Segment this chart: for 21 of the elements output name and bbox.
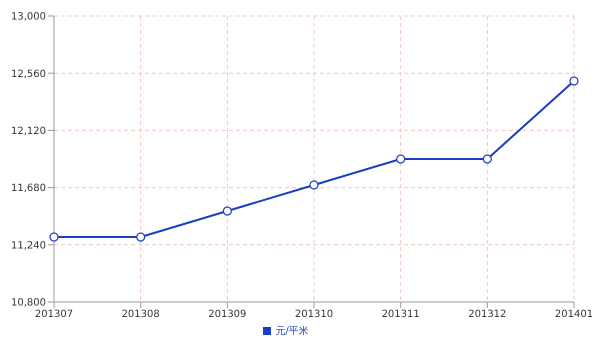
y-tick-label: 12,120 (11, 126, 46, 137)
point (49, 232, 59, 242)
x-tick-label: 201311 (382, 309, 420, 320)
x-tick-label: 201309 (208, 309, 246, 320)
point (569, 76, 579, 86)
x-tick-label: 201307 (34, 309, 74, 320)
legend-label: 元/平米 (275, 326, 309, 337)
y-tick-label: 10,800 (11, 298, 46, 309)
x-tick-label: 201401 (554, 309, 594, 320)
point (482, 154, 492, 164)
x-tick-label: 201312 (468, 309, 506, 320)
x-tick-label: 201310 (294, 309, 334, 320)
x-tick-label: 201308 (122, 309, 160, 320)
y-tick-label: 13,000 (11, 12, 46, 23)
point (222, 206, 232, 216)
y-tick-label: 11,240 (11, 240, 46, 252)
point (136, 232, 146, 242)
y-tick-label: 11,680 (11, 183, 46, 194)
y-tick-label: 12,560 (11, 68, 46, 80)
point (396, 154, 406, 164)
point (309, 180, 319, 190)
